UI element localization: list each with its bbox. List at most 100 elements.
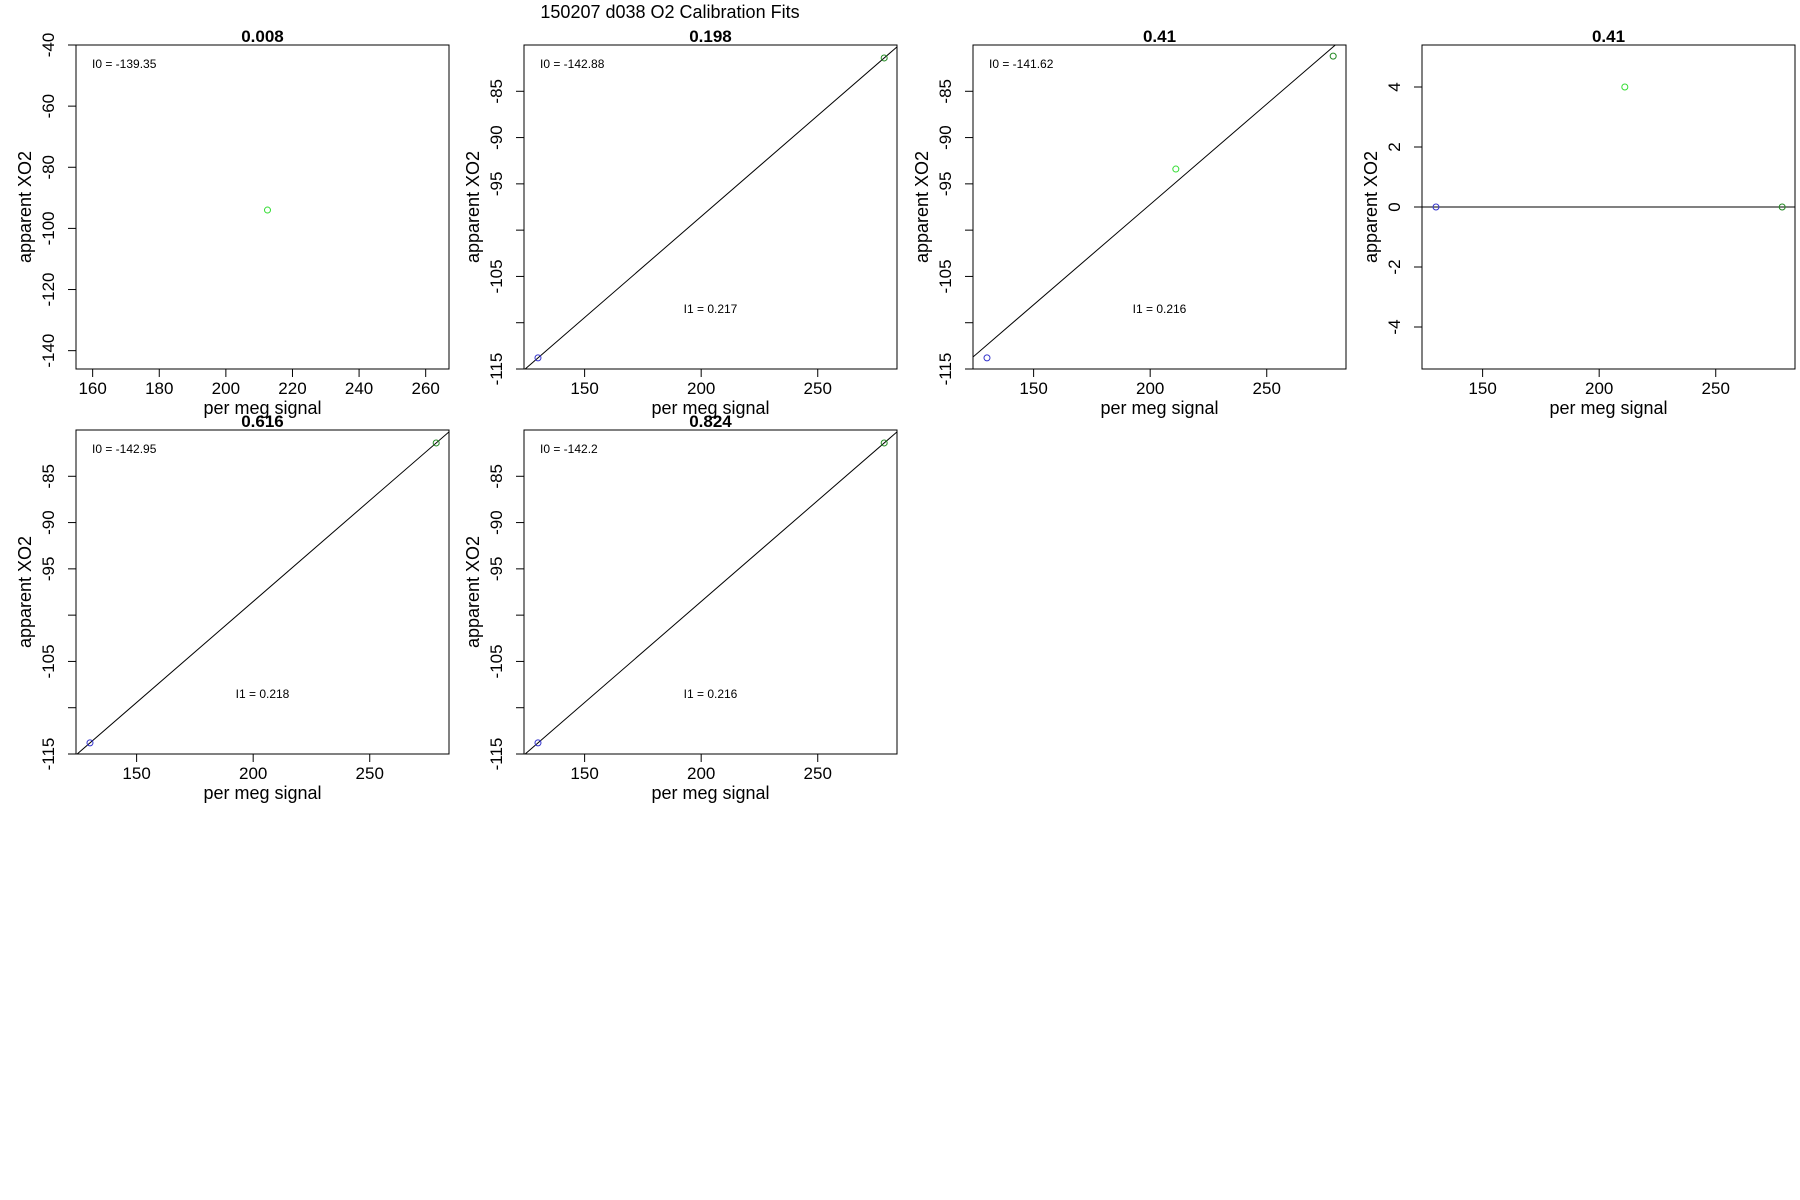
- intercept-annotation: I0 = -139.35: [92, 57, 157, 71]
- panel-2: 0.198 150 200 250 per meg signal ‑115 ‑105 ‑95 ‑…: [463, 27, 898, 418]
- x-axis-label: per meg signal: [203, 783, 321, 803]
- y-tick-label: ‑115: [487, 738, 506, 771]
- x-tick-label: 150: [570, 764, 598, 783]
- plot-frame: [75, 44, 450, 370]
- x-tick-label: 260: [412, 379, 440, 398]
- x-axis-label: per meg signal: [1100, 398, 1218, 418]
- y-axis-label: apparent XO2: [463, 151, 483, 263]
- intercept-annotation: I0 = -142.88: [540, 57, 605, 71]
- data-point: [1329, 52, 1337, 60]
- y-tick-label: ‑90: [39, 510, 58, 535]
- x-tick-label: 200: [1585, 379, 1613, 398]
- y-tick-label: ‑95: [936, 172, 955, 197]
- x-tick-label: 200: [239, 764, 267, 783]
- panel-3: 0.41 150 200 250 per meg signal ‑115 ‑105 ‑95 ‑9…: [912, 27, 1347, 418]
- y-axis-label: apparent XO2: [15, 151, 35, 263]
- data-point: [1778, 203, 1786, 211]
- y-tick-label: ‑60: [39, 94, 58, 119]
- y-axis-label: apparent XO2: [1361, 151, 1381, 263]
- x-tick-label: 250: [356, 764, 384, 783]
- slope-annotation: I1 = 0.218: [236, 687, 290, 701]
- slope-annotation: I1 = 0.217: [684, 302, 738, 316]
- data-point: [86, 739, 94, 747]
- panel-4: 0.41 150 200 250 per meg signal ‑4 ‑2 0 2 4 appare…: [1361, 27, 1796, 418]
- fit-line: [524, 46, 897, 369]
- data-point: [983, 354, 991, 362]
- panel-6: 0.824 150 200 250 per meg signal ‑115 ‑105 ‑95 ‑…: [463, 412, 898, 803]
- panel-1: 0.008 160 180 200 220 240 260 per meg signal ‑14…: [15, 27, 450, 418]
- plot-frame: [75, 429, 450, 755]
- y-tick-label: ‑115: [936, 353, 955, 386]
- y-tick-label: ‑80: [39, 155, 58, 180]
- x-tick-label: 200: [687, 379, 715, 398]
- y-tick-label: ‑115: [487, 353, 506, 386]
- panel-5: 0.616 150 200 250 per meg signal ‑115 ‑105 ‑95 ‑…: [15, 412, 450, 803]
- plot-frame: [523, 44, 898, 370]
- y-tick-label: ‑95: [487, 172, 506, 197]
- y-tick-label: ‑95: [487, 557, 506, 582]
- y-tick-label: ‑95: [39, 557, 58, 582]
- slope-annotation: I1 = 0.216: [1133, 302, 1187, 316]
- intercept-annotation: I0 = -142.95: [92, 442, 157, 456]
- y-tick-label: ‑120: [39, 273, 58, 307]
- y-tick-label: ‑105: [487, 259, 506, 293]
- x-tick-label: 220: [278, 379, 306, 398]
- x-axis-label: per meg signal: [651, 783, 769, 803]
- plot-frame: [972, 44, 1347, 370]
- y-tick-label: ‑100: [39, 211, 58, 245]
- figure-title: 150207 d038 O2 Calibration Fits: [540, 2, 799, 22]
- y-tick-label: ‑105: [487, 644, 506, 678]
- x-tick-label: 150: [570, 379, 598, 398]
- y-tick-label: 0: [1385, 202, 1404, 211]
- x-tick-label: 250: [1702, 379, 1730, 398]
- x-tick-label: 250: [804, 379, 832, 398]
- panel-title: 0.198: [689, 27, 732, 46]
- y-tick-label: ‑85: [936, 79, 955, 104]
- y-tick-label: ‑105: [936, 259, 955, 293]
- x-tick-label: 160: [78, 379, 106, 398]
- x-tick-label: 200: [687, 764, 715, 783]
- x-tick-label: 180: [145, 379, 173, 398]
- y-axis-label: apparent XO2: [15, 536, 35, 648]
- x-tick-label: 240: [345, 379, 373, 398]
- panel-title: 0.008: [241, 27, 284, 46]
- fit-line: [973, 45, 1337, 358]
- y-tick-label: ‑90: [487, 125, 506, 150]
- y-tick-label: ‑85: [39, 464, 58, 489]
- y-tick-label: ‑2: [1385, 259, 1404, 274]
- y-tick-label: ‑85: [487, 464, 506, 489]
- y-tick-label: ‑90: [936, 125, 955, 150]
- y-tick-label: ‑4: [1385, 319, 1404, 334]
- y-tick-label: ‑115: [39, 738, 58, 771]
- x-tick-label: 200: [212, 379, 240, 398]
- fit-line: [76, 431, 449, 754]
- data-point: [1172, 165, 1180, 173]
- panel-title: 0.824: [689, 412, 732, 431]
- y-tick-label: 4: [1385, 82, 1404, 91]
- intercept-annotation: I0 = -142.2: [540, 442, 598, 456]
- x-tick-label: 150: [122, 764, 150, 783]
- y-axis-label: apparent XO2: [463, 536, 483, 648]
- data-point: [534, 354, 542, 362]
- y-tick-label: ‑40: [39, 33, 58, 58]
- data-point: [880, 54, 888, 62]
- y-tick-label: ‑140: [39, 334, 58, 368]
- y-tick-label: 2: [1385, 142, 1404, 151]
- y-tick-label: ‑105: [39, 644, 58, 678]
- intercept-annotation: I0 = -141.62: [989, 57, 1054, 71]
- data-point: [1432, 203, 1440, 211]
- x-tick-label: 200: [1136, 379, 1164, 398]
- x-tick-label: 150: [1468, 379, 1496, 398]
- x-tick-label: 250: [804, 764, 832, 783]
- data-point: [1621, 83, 1629, 91]
- x-axis-label: per meg signal: [1549, 398, 1667, 418]
- panel-title: 0.41: [1592, 27, 1625, 46]
- x-tick-label: 250: [1253, 379, 1281, 398]
- data-point: [263, 206, 271, 214]
- slope-annotation: I1 = 0.216: [684, 687, 738, 701]
- data-point: [880, 439, 888, 447]
- x-tick-label: 150: [1019, 379, 1047, 398]
- panel-title: 0.41: [1143, 27, 1176, 46]
- plot-frame: [523, 429, 898, 755]
